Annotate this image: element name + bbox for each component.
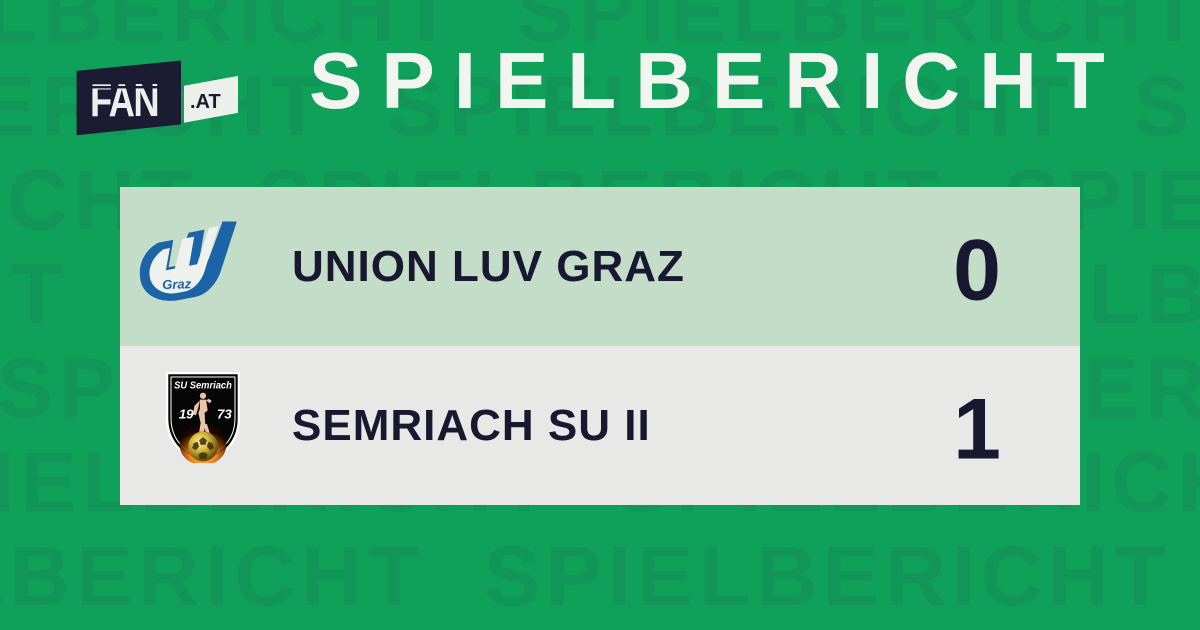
svg-text:73: 73 — [217, 406, 232, 421]
svg-text:FAN: FAN — [90, 74, 158, 126]
svg-text:SU Semriach: SU Semriach — [174, 380, 232, 391]
svg-text:19: 19 — [179, 406, 194, 421]
svg-text:Graz: Graz — [162, 276, 192, 292]
svg-text:.AT: .AT — [190, 91, 221, 113]
